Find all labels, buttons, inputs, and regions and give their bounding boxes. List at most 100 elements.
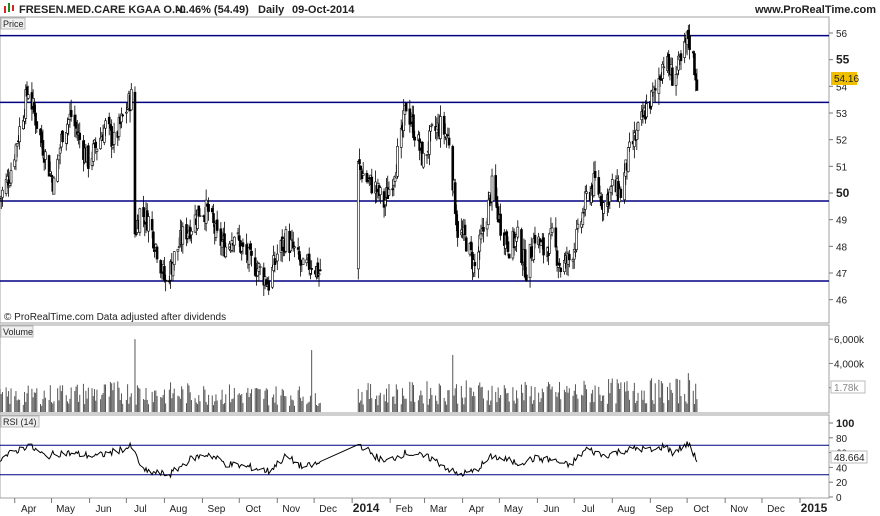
candle-body	[44, 151, 47, 160]
time-tick-label: Nov	[730, 504, 748, 515]
candle-body	[539, 241, 543, 246]
candle-body	[523, 249, 527, 278]
price-tick-label: 54	[836, 82, 848, 93]
candle-body	[64, 132, 68, 144]
candle-body	[181, 226, 185, 245]
candle-body	[177, 246, 181, 248]
price-panel	[0, 16, 830, 324]
candle-body	[610, 179, 614, 187]
candle-body	[582, 212, 586, 215]
candle-body	[548, 233, 551, 254]
candle-body	[463, 224, 467, 235]
time-tick-label: Feb	[396, 504, 414, 515]
rsi-label: RSI (14)	[3, 417, 37, 427]
candle-body	[26, 94, 30, 99]
candle-body	[430, 124, 434, 126]
candle-body	[237, 235, 241, 241]
candle-body	[366, 180, 370, 182]
candle-body	[9, 170, 13, 184]
price-label: Price	[3, 19, 24, 29]
volume-panel-labels: Volume 1.78k	[0, 325, 866, 394]
rsi-tick-label: 100	[836, 418, 854, 430]
candle-body	[15, 143, 19, 147]
candle-body	[168, 280, 171, 283]
candle-body	[276, 253, 279, 262]
candle-body	[134, 233, 138, 236]
price-tick-label: 46	[836, 296, 848, 307]
rsi-label-box	[0, 415, 40, 428]
candle-body	[87, 145, 90, 169]
candle-body	[683, 41, 686, 58]
time-tick-label: May	[56, 504, 75, 515]
candle-body	[472, 259, 475, 274]
time-tick-label: 2014	[353, 501, 380, 515]
candle-body	[120, 113, 123, 123]
candle-body	[425, 154, 429, 156]
candle-body	[50, 174, 53, 178]
candle-body	[57, 154, 61, 161]
candle-body	[69, 110, 73, 117]
price-change: -0.46% (54.49)	[176, 4, 249, 16]
candle-body	[133, 91, 137, 235]
candle-body	[525, 274, 528, 281]
time-axis: Apr May Jun Jul Aug Sep Oct Nov Dec 2014 Feb Mar Apr…	[14, 498, 828, 515]
time-tick-label: Jun	[96, 504, 112, 515]
candle-body	[529, 246, 533, 259]
icon-candle-red-2	[12, 5, 14, 11]
time-tick-label: Jun	[543, 504, 559, 515]
volume-tick-label: 6,000k	[834, 335, 865, 346]
candle-body	[391, 188, 394, 191]
volume-panel	[0, 324, 830, 414]
candle-body	[129, 89, 133, 111]
price-tick-label: 49	[836, 216, 848, 227]
price-panel-labels: Price © ProRealTime.com Data adjusted af…	[0, 17, 859, 323]
candle-body	[445, 135, 448, 139]
candlestick-icon	[4, 3, 14, 13]
time-tick-label: Oct	[245, 504, 261, 515]
candle-body	[574, 250, 577, 253]
candle-body	[317, 273, 321, 276]
candle-body	[412, 114, 415, 138]
candle-body	[576, 223, 580, 229]
candle-body	[152, 231, 155, 249]
candle-body	[396, 146, 399, 177]
candle-body	[290, 239, 294, 241]
candle-body	[477, 251, 480, 270]
candle-body	[387, 189, 391, 196]
candle-body	[125, 111, 128, 114]
candle-body	[473, 262, 477, 267]
candle-body	[464, 237, 468, 252]
candle-body	[153, 249, 156, 252]
candle-body	[657, 78, 661, 94]
candle-body	[379, 187, 382, 195]
time-tick-label: Dec	[767, 504, 785, 515]
candle-body	[164, 279, 167, 282]
candle-body	[429, 126, 432, 132]
candle-body	[671, 67, 674, 86]
candle-body	[442, 115, 446, 135]
last-volume-badge	[830, 380, 866, 394]
candle-body	[361, 173, 365, 176]
candle-body	[247, 247, 251, 265]
candle-body	[660, 79, 663, 81]
candle-body	[58, 147, 62, 154]
candle-body	[542, 237, 545, 256]
candle-body	[102, 127, 106, 143]
price-tick-label: 55	[836, 53, 850, 67]
candle-body	[284, 229, 288, 252]
candle-body	[383, 200, 387, 206]
candle-body	[359, 165, 363, 170]
price-tick-label: 53	[836, 109, 848, 120]
time-tick-label: Mar	[430, 504, 448, 515]
candle-body	[1, 189, 4, 198]
candle-body	[220, 241, 224, 248]
last-volume: 1.78k	[834, 383, 859, 394]
candle-body	[507, 253, 511, 259]
candle-body	[14, 144, 18, 162]
candle-body	[575, 229, 578, 250]
last-rsi: 48.664	[834, 453, 865, 464]
candle-body	[185, 224, 188, 240]
time-tick-label: Jul	[582, 504, 595, 515]
last-price: 54.16	[834, 74, 859, 85]
